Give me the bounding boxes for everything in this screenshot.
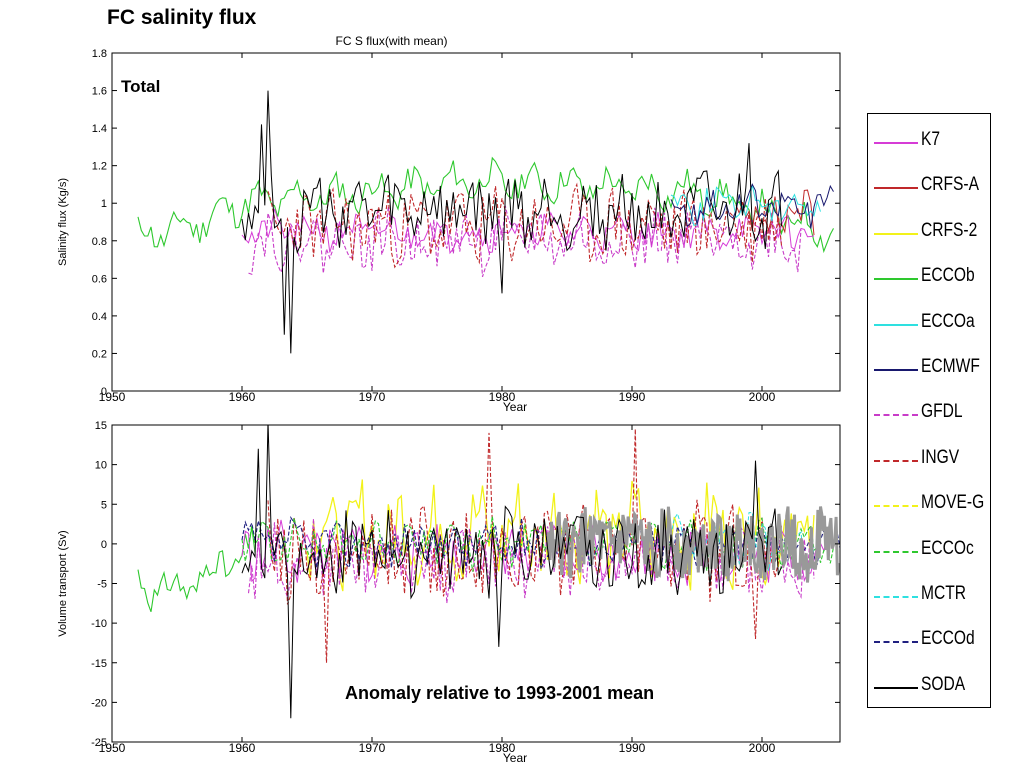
y-tick-label: 1.8 — [92, 48, 107, 60]
series-line-unlabeled — [546, 506, 840, 583]
x-tick-label: 1970 — [359, 741, 386, 755]
y-axis-label: Salinity flux (Kg/s) — [57, 178, 69, 266]
legend-swatch — [874, 641, 918, 644]
legend-swatch — [874, 323, 918, 326]
y-tick-label: -15 — [91, 658, 107, 670]
legend-item-eccoa: ECCOa — [874, 309, 990, 339]
series-line-eccob — [137, 156, 834, 254]
legend-label: ECCOa — [921, 310, 975, 332]
legend-item-ecmwf: ECMWF — [874, 354, 990, 384]
legend-label: INGV — [921, 446, 960, 468]
y-tick-label: 1.2 — [92, 161, 107, 173]
legend-swatch — [874, 596, 918, 598]
x-tick-label: 1960 — [229, 390, 256, 404]
y-tick-label: 5 — [101, 499, 107, 511]
series-line-soda — [241, 425, 782, 719]
page-title: FC salinity flux — [107, 6, 257, 29]
legend-label: ECCOc — [921, 537, 974, 559]
legend-item-eccoc: ECCOc — [874, 536, 990, 566]
y-tick-label: -25 — [91, 737, 107, 749]
y-tick-label: 1.6 — [92, 86, 107, 98]
legend-swatch — [874, 686, 918, 689]
legend-label: GFDL — [921, 401, 963, 423]
x-axis-label: Year — [503, 751, 527, 765]
x-tick-label: 1990 — [619, 390, 646, 404]
legend-item-eccod: ECCOd — [874, 626, 990, 656]
chart-annotation: Total — [121, 77, 160, 96]
series-line-ingv — [267, 182, 783, 269]
series-line-crfs-a — [735, 189, 815, 236]
series-line-soda — [241, 90, 782, 354]
x-tick-label: 1950 — [99, 390, 126, 404]
legend-label: MOVE-G — [921, 492, 985, 514]
y-tick-label: 1.4 — [92, 123, 107, 135]
x-tick-label: 1980 — [489, 741, 516, 755]
series-line-k7 — [241, 208, 815, 255]
y-tick-label: 0.6 — [92, 273, 107, 285]
legend-label: MCTR — [921, 583, 967, 604]
legend-swatch — [874, 459, 918, 462]
chart-annotation: Anomaly relative to 1993-2001 mean — [345, 683, 654, 703]
y-tick-label: 1 — [101, 198, 107, 210]
legend-label: K7 — [921, 129, 941, 150]
x-tick-label: 2000 — [749, 741, 776, 755]
y-tick-label: -5 — [97, 579, 107, 591]
legend-swatch — [874, 187, 918, 190]
chart-title: FC S flux(with mean) — [335, 34, 447, 48]
series-line-eccoa — [670, 184, 821, 226]
legend-swatch — [874, 369, 918, 371]
x-tick-label: 1990 — [619, 741, 646, 755]
legend-label: SODA — [921, 673, 966, 695]
legend-label: ECCOb — [921, 265, 975, 287]
y-tick-label: 0.8 — [92, 236, 107, 248]
x-tick-label: 1970 — [359, 390, 386, 404]
legend-label: ECCOd — [921, 628, 975, 650]
legend-swatch — [874, 505, 918, 508]
legend-swatch — [874, 414, 918, 417]
y-tick-label: 10 — [95, 460, 107, 472]
series-group — [137, 425, 840, 719]
y-tick-label: -10 — [91, 618, 107, 630]
legend-label: CRFS-2 — [921, 219, 978, 241]
x-tick-label: 1960 — [229, 741, 256, 755]
legend-label: ECMWF — [921, 356, 980, 377]
legend-item-move-g: MOVE-G — [874, 490, 990, 520]
legend-item-soda: SODA — [874, 672, 990, 702]
chart-area: 1950 1960 1970 1980 1990 2000 0 0.2 0.4 0.6 0.8 1 1.… — [57, 34, 841, 765]
y-tick-label: 0 — [101, 539, 107, 551]
legend-item-ingv: INGV — [874, 445, 990, 475]
legend-swatch — [874, 142, 918, 144]
y-axis-label: Volume transport (Sv) — [57, 530, 69, 636]
legend-item-eccob: ECCOb — [874, 263, 990, 293]
y-tick-label: 15 — [95, 420, 107, 432]
x-tick-label: 1950 — [99, 741, 126, 755]
legend-item-crfs-2: CRFS-2 — [874, 218, 990, 248]
x-axis-label: Year — [503, 400, 527, 414]
y-tick-label: 0.2 — [92, 348, 107, 360]
chart-panel-2: 1950 1960 1970 1980 1990 2000 -25 -20 -15 -10 -5 0 5… — [57, 420, 841, 765]
series-line-ingv — [267, 428, 783, 663]
y-tick-label: -20 — [91, 697, 107, 709]
series-line-eccob — [137, 527, 256, 612]
legend-item-crfs-a: CRFS-A — [874, 172, 990, 202]
axes-frame — [111, 52, 841, 392]
y-tick-label: 0.4 — [92, 311, 107, 323]
x-tick-label: 1980 — [489, 390, 516, 404]
x-tick-label: 2000 — [749, 390, 776, 404]
series-group — [137, 90, 834, 354]
y-tick-label: 0 — [101, 386, 107, 398]
legend-swatch — [874, 232, 918, 235]
legend-item-gfdl: GFDL — [874, 399, 990, 429]
legend-item-mctr: MCTR — [874, 581, 990, 611]
legend-swatch — [874, 278, 918, 281]
legend-swatch — [874, 550, 918, 553]
legend-label: CRFS-A — [921, 174, 980, 196]
chart-legend: K7 CRFS-A CRFS-2 ECCOb ECCOa ECMWF GFDL INGV MOV… — [867, 113, 991, 708]
chart-panel-1: 1950 1960 1970 1980 1990 2000 0 0.2 0.4 0.6 0.8 1 1.… — [57, 34, 841, 414]
series-line-ecmwf — [670, 183, 834, 229]
legend-item-k7: K7 — [874, 127, 990, 157]
